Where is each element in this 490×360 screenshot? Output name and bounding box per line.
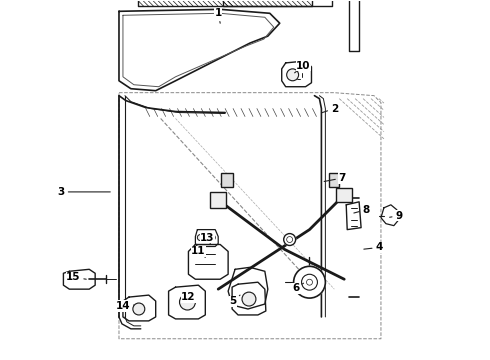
Text: 7: 7 bbox=[324, 173, 346, 183]
Circle shape bbox=[301, 274, 318, 290]
Text: 4: 4 bbox=[364, 243, 383, 252]
Text: 3: 3 bbox=[58, 187, 110, 197]
Text: 11: 11 bbox=[191, 247, 206, 257]
Polygon shape bbox=[223, 0, 332, 6]
Bar bbox=[336, 188, 352, 202]
Text: 6: 6 bbox=[292, 283, 303, 293]
Text: 9: 9 bbox=[390, 211, 402, 221]
Text: 13: 13 bbox=[200, 233, 215, 243]
Bar bbox=[329, 173, 339, 187]
Circle shape bbox=[133, 303, 145, 315]
Polygon shape bbox=[138, 0, 312, 6]
Circle shape bbox=[294, 266, 325, 298]
Circle shape bbox=[242, 292, 256, 306]
Text: 8: 8 bbox=[354, 205, 369, 215]
Bar bbox=[210, 192, 226, 208]
Text: 14: 14 bbox=[116, 301, 134, 311]
Polygon shape bbox=[119, 9, 280, 91]
Text: 12: 12 bbox=[181, 292, 196, 302]
Circle shape bbox=[307, 279, 313, 285]
Text: 10: 10 bbox=[294, 61, 311, 73]
Text: 1: 1 bbox=[215, 8, 222, 23]
Circle shape bbox=[284, 234, 295, 246]
Text: 2: 2 bbox=[322, 104, 338, 113]
Text: 15: 15 bbox=[66, 272, 86, 282]
Circle shape bbox=[287, 69, 298, 81]
Circle shape bbox=[209, 235, 215, 240]
Bar bbox=[221, 173, 233, 187]
Circle shape bbox=[179, 294, 196, 310]
Text: 5: 5 bbox=[229, 295, 240, 306]
Polygon shape bbox=[349, 0, 359, 51]
Circle shape bbox=[287, 237, 293, 243]
Circle shape bbox=[197, 235, 203, 240]
